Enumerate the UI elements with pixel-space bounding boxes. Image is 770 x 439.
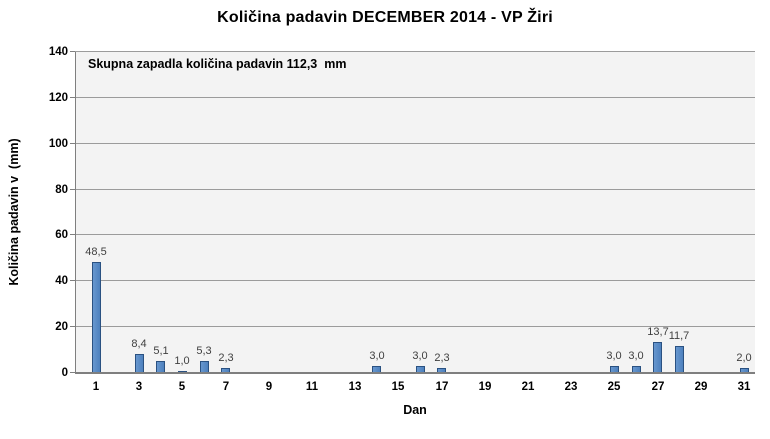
bar-day-7	[221, 368, 230, 373]
y-tick-label-20: 20	[55, 321, 68, 334]
x-tick-label-9: 9	[265, 381, 273, 393]
x-tick-label-29: 29	[694, 381, 708, 393]
x-axis-line	[75, 372, 755, 374]
y-tick-label-120: 120	[48, 91, 68, 104]
bar-day-26	[632, 366, 641, 373]
bar-label-day-16: 3,0	[412, 350, 428, 362]
bar-label-day-3: 8,4	[131, 338, 147, 350]
bar-label-day-1: 48,5	[85, 246, 107, 258]
x-tick-label-15: 15	[391, 381, 405, 393]
y-axis-line	[75, 52, 76, 373]
x-tick-label-5: 5	[178, 381, 186, 393]
bar-day-1	[92, 262, 101, 373]
bar-day-3	[135, 354, 144, 373]
x-tick-label-31: 31	[737, 381, 751, 393]
chart-title: Količina padavin DECEMBER 2014 - VP Žiri	[217, 9, 553, 26]
y-tick-label-140: 140	[48, 46, 68, 58]
x-tick-label-1: 1	[92, 381, 100, 393]
x-axis-title: Dan	[403, 403, 427, 417]
bar-day-14	[372, 366, 381, 373]
y-tick-mark-60	[70, 234, 75, 236]
x-tick-label-27: 27	[651, 381, 665, 393]
bar-day-31	[740, 368, 749, 373]
y-tick-mark-20	[70, 326, 75, 328]
gridline-y-20	[75, 326, 755, 328]
y-axis-title: Količina padavin v (mm)	[7, 138, 21, 286]
x-tick-label-3: 3	[135, 381, 143, 393]
y-tick-mark-40	[70, 280, 75, 282]
gridline-y-140	[75, 51, 755, 52]
y-tick-mark-120	[70, 96, 75, 98]
x-tick-label-17: 17	[435, 381, 449, 393]
bar-label-day-25: 3,0	[606, 350, 622, 362]
y-tick-mark-100	[70, 142, 75, 144]
bar-label-day-4: 5,1	[153, 345, 169, 357]
bar-label-day-14: 3,0	[369, 350, 385, 362]
bar-label-day-26: 3,0	[628, 350, 644, 362]
gridline-y-120	[75, 96, 755, 98]
y-tick-mark-0	[70, 372, 75, 373]
x-tick-label-13: 13	[348, 381, 362, 393]
x-tick-label-19: 19	[478, 381, 492, 393]
bar-label-day-5: 1,0	[174, 355, 190, 367]
bar-day-6	[200, 361, 209, 373]
bar-day-16	[416, 366, 425, 373]
bar-day-4	[156, 361, 165, 373]
bar-day-17	[437, 368, 446, 373]
bar-label-day-17: 2,3	[434, 352, 450, 364]
x-tick-label-11: 11	[305, 381, 319, 393]
gridline-y-80	[75, 188, 755, 190]
x-tick-label-7: 7	[222, 381, 230, 393]
gridline-y-60	[75, 234, 755, 236]
y-tick-label-80: 80	[55, 183, 68, 196]
y-tick-mark-140	[70, 51, 75, 52]
y-tick-mark-80	[70, 188, 75, 190]
plot-area: Skupna zapadla količina padavin 112,3 mm…	[75, 51, 755, 373]
bar-label-day-28: 11,7	[668, 330, 690, 342]
x-tick-label-21: 21	[521, 381, 535, 393]
x-tick-label-25: 25	[607, 381, 621, 393]
gridline-y-40	[75, 280, 755, 282]
bar-day-28	[675, 346, 684, 373]
gridline-y-100	[75, 142, 755, 144]
y-tick-label-60: 60	[55, 229, 68, 242]
y-tick-label-0: 0	[61, 367, 68, 379]
bar-label-day-31: 2,0	[736, 352, 752, 364]
bar-label-day-6: 5,3	[196, 345, 212, 357]
y-tick-label-40: 40	[55, 275, 68, 288]
total-precipitation-annotation: Skupna zapadla količina padavin 112,3 mm	[88, 57, 347, 71]
bar-label-day-7: 2,3	[218, 352, 234, 364]
bar-day-27	[653, 342, 662, 373]
bar-day-25	[610, 366, 619, 373]
y-tick-label-100: 100	[48, 137, 68, 150]
bar-label-day-27: 13,7	[647, 326, 669, 338]
x-tick-label-23: 23	[564, 381, 578, 393]
